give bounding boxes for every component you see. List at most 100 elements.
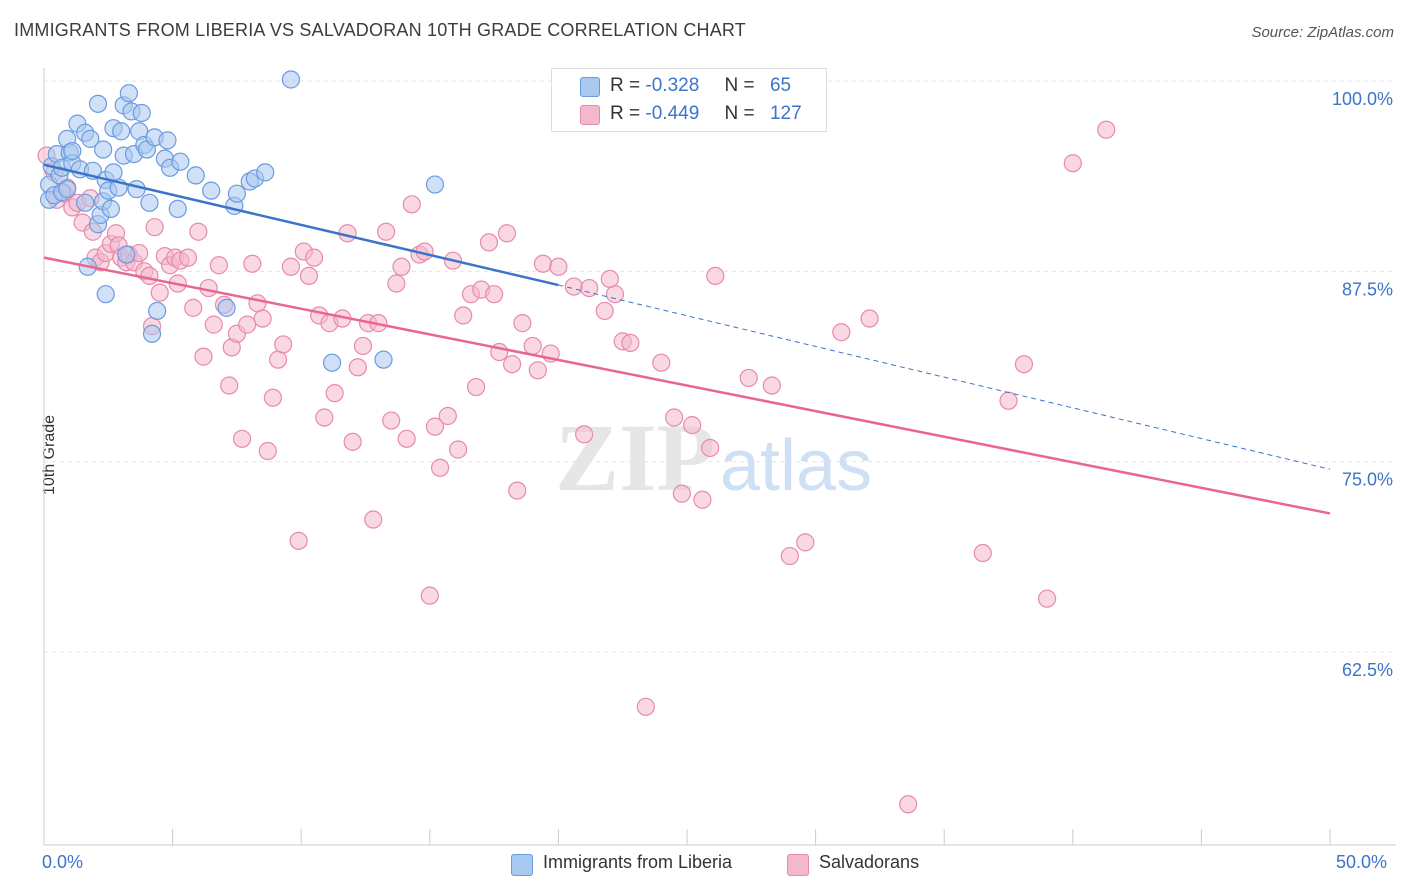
chart-title: IMMIGRANTS FROM LIBERIA VS SALVADORAN 10… (14, 20, 746, 40)
data-point (258, 441, 277, 461)
legend-r-value: -0.449 (645, 103, 700, 124)
y-tick-label: 62.5% (1342, 660, 1393, 680)
data-point (232, 429, 252, 448)
data-point (343, 432, 362, 451)
data-point (127, 180, 146, 199)
data-point (81, 129, 100, 148)
data-point (832, 323, 851, 342)
data-point (621, 333, 640, 352)
data-point (402, 195, 421, 214)
legend-swatch-liberia (580, 77, 600, 97)
data-point (683, 416, 702, 435)
data-point (454, 306, 473, 325)
data-point (194, 347, 213, 366)
legend-n-label: N = (724, 103, 755, 124)
data-point (117, 245, 136, 264)
gridlines: 62.5% 75.0% 87.5% 100.0% (44, 80, 1396, 680)
legend-r-label: R = (610, 75, 641, 96)
data-point (119, 84, 138, 103)
data-point (564, 277, 583, 296)
data-point (652, 353, 671, 372)
data-point (281, 257, 301, 276)
data-point (528, 361, 547, 380)
data-point (304, 248, 324, 267)
data-point (1097, 120, 1116, 139)
data-point (364, 510, 383, 529)
bottom-legend-label-liberia: Immigrants from Liberia (543, 852, 733, 872)
data-point (281, 70, 301, 89)
data-point (274, 335, 293, 354)
data-point (549, 257, 568, 276)
data-point (101, 199, 120, 219)
data-point (503, 355, 522, 374)
data-point (1014, 355, 1034, 374)
stats-legend: R = -0.328 N = 65 R = -0.449 N = 127 (551, 68, 827, 132)
data-point (448, 440, 468, 459)
data-point (479, 233, 499, 252)
data-point (706, 266, 725, 286)
legend-row-liberia: R = -0.328 N = 65 (552, 72, 826, 100)
data-point (575, 425, 594, 444)
data-point (796, 533, 815, 552)
x-tick-label: 50.0% (1336, 852, 1388, 872)
data-point (148, 301, 167, 321)
legend-n-value: 65 (769, 75, 792, 96)
data-point (142, 324, 162, 343)
data-point (263, 388, 283, 407)
data-point (209, 256, 228, 275)
data-point (289, 531, 308, 550)
data-point (374, 350, 393, 369)
data-point (322, 353, 342, 372)
x-tick-label: 0.0% (42, 852, 84, 872)
data-point (220, 376, 239, 395)
data-point (739, 368, 758, 388)
data-point (132, 103, 151, 123)
data-point (600, 269, 619, 289)
data-point (248, 294, 267, 313)
data-point (140, 193, 159, 212)
data-point (1037, 589, 1057, 608)
data-point (189, 222, 208, 241)
data-point (325, 384, 344, 403)
trend-lines (43, 163, 1331, 515)
data-point (497, 224, 517, 243)
legend-n-value: 127 (769, 103, 802, 124)
data-point (392, 257, 411, 276)
data-point (140, 266, 159, 286)
data-point (780, 546, 799, 566)
data-point (425, 175, 445, 194)
data-point (256, 163, 275, 182)
series-liberia (40, 70, 445, 372)
data-point (204, 315, 223, 334)
data-point (184, 298, 203, 317)
data-point (186, 166, 205, 185)
data-point (178, 248, 198, 267)
data-point (96, 285, 115, 304)
y-tick-label: 100.0% (1332, 89, 1393, 109)
data-point (595, 301, 614, 321)
data-point (315, 408, 334, 427)
data-point (104, 163, 123, 182)
legend-r-label: R = (610, 103, 641, 124)
data-point (88, 94, 108, 113)
data-point (438, 406, 457, 426)
data-point (217, 298, 236, 317)
trend-line-salvadorans (43, 256, 1331, 515)
y-tick-label: 87.5% (1342, 279, 1393, 299)
data-point (672, 484, 691, 503)
data-point (397, 429, 416, 448)
data-point (636, 697, 655, 716)
data-point (665, 408, 684, 427)
data-point (762, 376, 781, 395)
data-point (253, 309, 272, 328)
data-point (238, 315, 257, 334)
data-point (1063, 154, 1082, 173)
data-point (513, 314, 532, 333)
bottom-legend-swatch-salvadorans (787, 854, 809, 876)
data-point (243, 254, 262, 273)
data-point (158, 131, 177, 150)
watermark-atlas: atlas (720, 426, 872, 506)
data-point (58, 180, 77, 199)
data-point (420, 586, 439, 605)
data-point (376, 222, 396, 241)
